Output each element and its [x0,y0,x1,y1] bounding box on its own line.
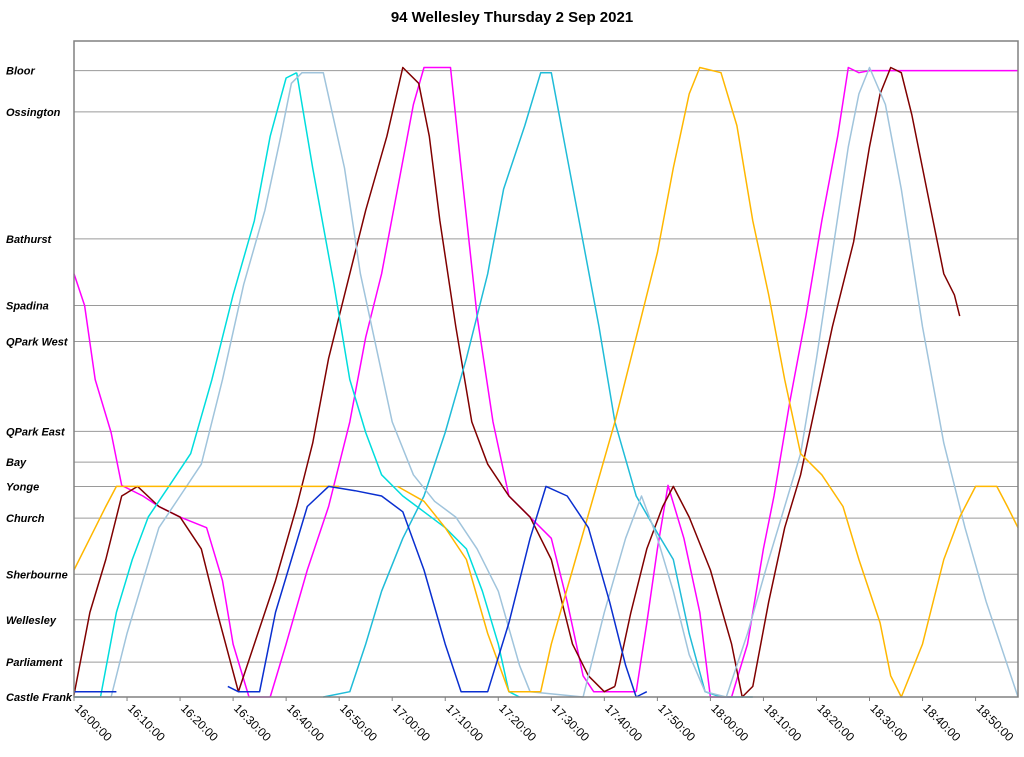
stop-label: Bay [6,457,27,469]
stop-label: Yonge [6,481,39,493]
x-tick-label: 17:50:00 [655,701,698,744]
chart-title: 94 Wellesley Thursday 2 Sep 2021 [391,9,633,26]
x-tick-label: 18:30:00 [867,701,910,744]
x-tick-label: 16:50:00 [337,701,380,744]
x-tick-label: 17:10:00 [443,701,486,744]
stop-label: Church [6,513,45,525]
x-tick-label: 18:40:00 [920,701,963,744]
x-axis-tick-labels: 16:00:00 16:10:00 16:20:00 16:30:00 16:40:00… [72,697,1017,744]
x-tick-label: 17:30:00 [549,701,592,744]
stop-label: Ossington [6,107,61,119]
x-tick-label: 16:00:00 [72,701,115,744]
trip-line [74,71,584,698]
stop-label: Wellesley [6,615,57,627]
x-tick-label: 16:40:00 [284,701,327,744]
x-tick-label: 16:20:00 [178,701,221,744]
x-tick-label: 16:10:00 [125,701,168,744]
x-tick-label: 18:20:00 [814,701,857,744]
stop-label: Bloor [6,66,35,78]
stop-label: QPark West [6,336,69,348]
stop-label: Parliament [6,657,64,669]
plot-frame [73,40,1019,698]
trip-line [74,72,298,698]
trip-line [227,485,648,698]
x-tick-label: 17:40:00 [602,701,645,744]
trip-line [323,71,753,698]
x-tick-label: 17:20:00 [496,701,539,744]
stop-label: Bathurst [6,234,53,246]
x-tick-label: 17:00:00 [390,701,433,744]
x-tick-label: 18:00:00 [708,701,751,744]
trip-line [295,72,520,698]
stop-label: Spadina [6,301,49,313]
y-axis-stop-labels: Castle Frank Parliament Wellesley Sherbourn… [6,66,73,704]
trip-line [73,66,616,696]
x-tick-label: 18:50:00 [973,701,1016,744]
trip-line [614,66,961,698]
trip-line [73,273,271,698]
x-tick-label: 18:10:00 [761,701,804,744]
trip-line [73,485,340,571]
trip-traces [73,66,1019,698]
trip-line [582,66,1019,698]
stop-label: Castle Frank [6,692,73,704]
trip-line [635,66,1018,698]
stop-label: QPark East [6,426,66,438]
trip-line [397,66,1019,698]
x-tick-label: 16:30:00 [231,701,274,744]
trip-line [269,66,637,698]
stop-label: Sherbourne [6,569,68,581]
